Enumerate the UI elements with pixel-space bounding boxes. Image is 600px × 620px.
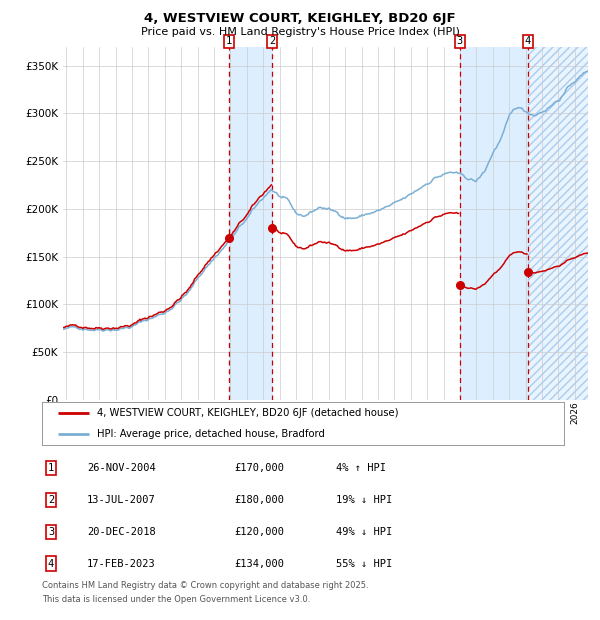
Text: 4, WESTVIEW COURT, KEIGHLEY, BD20 6JF (detached house): 4, WESTVIEW COURT, KEIGHLEY, BD20 6JF (d… bbox=[97, 408, 398, 418]
Text: 4: 4 bbox=[524, 37, 531, 46]
Text: 13-JUL-2007: 13-JUL-2007 bbox=[87, 495, 156, 505]
Text: 19% ↓ HPI: 19% ↓ HPI bbox=[336, 495, 392, 505]
Bar bbox=[229, 46, 272, 400]
Bar bbox=[460, 46, 528, 400]
Text: This data is licensed under the Open Government Licence v3.0.: This data is licensed under the Open Gov… bbox=[42, 595, 310, 604]
Text: 3: 3 bbox=[457, 37, 463, 46]
Text: £170,000: £170,000 bbox=[234, 463, 284, 473]
Text: £134,000: £134,000 bbox=[234, 559, 284, 569]
Bar bbox=[528, 46, 588, 400]
Text: Contains HM Land Registry data © Crown copyright and database right 2025.: Contains HM Land Registry data © Crown c… bbox=[42, 581, 368, 590]
Text: 4, WESTVIEW COURT, KEIGHLEY, BD20 6JF: 4, WESTVIEW COURT, KEIGHLEY, BD20 6JF bbox=[144, 12, 456, 25]
Text: 3: 3 bbox=[48, 527, 54, 537]
Text: 4: 4 bbox=[48, 559, 54, 569]
Text: 55% ↓ HPI: 55% ↓ HPI bbox=[336, 559, 392, 569]
Text: Price paid vs. HM Land Registry's House Price Index (HPI): Price paid vs. HM Land Registry's House … bbox=[140, 27, 460, 37]
Text: 2: 2 bbox=[269, 37, 275, 46]
Text: 1: 1 bbox=[48, 463, 54, 473]
Text: 4% ↑ HPI: 4% ↑ HPI bbox=[336, 463, 386, 473]
Text: 20-DEC-2018: 20-DEC-2018 bbox=[87, 527, 156, 537]
Text: 26-NOV-2004: 26-NOV-2004 bbox=[87, 463, 156, 473]
Text: 2: 2 bbox=[48, 495, 54, 505]
Text: £120,000: £120,000 bbox=[234, 527, 284, 537]
Text: 49% ↓ HPI: 49% ↓ HPI bbox=[336, 527, 392, 537]
Text: 1: 1 bbox=[226, 37, 232, 46]
Text: HPI: Average price, detached house, Bradford: HPI: Average price, detached house, Brad… bbox=[97, 429, 325, 439]
Text: £180,000: £180,000 bbox=[234, 495, 284, 505]
Text: 17-FEB-2023: 17-FEB-2023 bbox=[87, 559, 156, 569]
Bar bbox=[528, 46, 588, 400]
